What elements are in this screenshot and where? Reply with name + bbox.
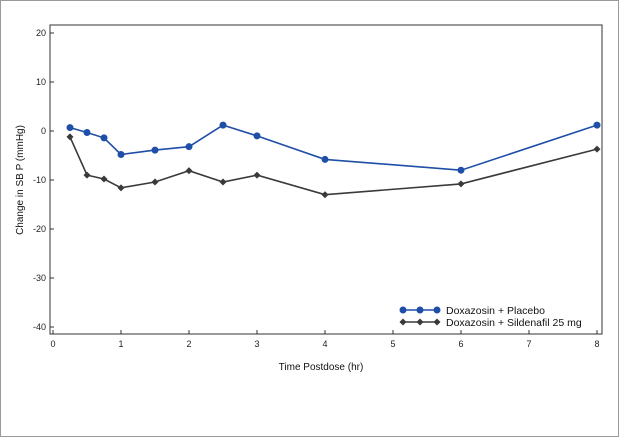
- x-axis-ticks: 0 1 2 3 4 5 6 7 8: [50, 330, 600, 349]
- y-tick-label: 10: [36, 77, 46, 87]
- x-tick-label: 4: [322, 339, 327, 349]
- legend-marker: [399, 318, 407, 326]
- data-point: [151, 146, 159, 154]
- x-tick-label: 1: [118, 339, 123, 349]
- data-point: [219, 121, 227, 129]
- data-point: [321, 155, 329, 163]
- plot-area: [49, 24, 603, 335]
- data-point: [253, 132, 261, 140]
- legend-marker: [399, 306, 407, 314]
- x-tick-label: 6: [458, 339, 463, 349]
- data-point: [117, 151, 125, 159]
- series-1: [66, 121, 601, 174]
- data-point: [185, 167, 193, 175]
- y-axis-label: Change in SB P (mmHg): [15, 125, 26, 235]
- y-tick-label: -30: [33, 273, 46, 283]
- data-point: [253, 171, 261, 179]
- legend-marker: [416, 306, 424, 314]
- y-axis-ticks: 20 10 0 -10 -20 -30 -40: [33, 28, 54, 332]
- data-point: [185, 143, 193, 151]
- legend-label: Doxazosin + Placebo: [446, 305, 545, 317]
- data-point: [100, 175, 108, 183]
- x-tick-label: 2: [186, 339, 191, 349]
- x-axis-label: Time Postdose (hr): [279, 362, 364, 373]
- legend-marker: [433, 306, 441, 314]
- legend-item: Doxazosin + Sildenafil 25 mg: [399, 317, 582, 329]
- series-2: [66, 133, 601, 199]
- data-point: [457, 180, 465, 188]
- legend-item: Doxazosin + Placebo: [399, 305, 545, 317]
- data-point: [151, 178, 159, 186]
- y-tick-label: -40: [33, 322, 46, 332]
- y-tick-label: 0: [41, 126, 46, 136]
- legend-marker: [416, 318, 424, 326]
- data-point: [593, 121, 601, 129]
- y-tick-label: -20: [33, 224, 46, 234]
- data-point: [321, 191, 329, 199]
- data-point: [66, 124, 74, 132]
- x-tick-label: 8: [594, 339, 599, 349]
- legend-label: Doxazosin + Sildenafil 25 mg: [446, 317, 582, 329]
- data-point: [83, 128, 91, 136]
- series-layer: [66, 121, 601, 199]
- y-tick-label: -10: [33, 175, 46, 185]
- x-tick-label: 0: [50, 339, 55, 349]
- y-tick-label: 20: [36, 28, 46, 38]
- legend-marker: [433, 318, 441, 326]
- x-tick-label: 5: [390, 339, 395, 349]
- data-point: [100, 134, 108, 142]
- data-point: [593, 145, 601, 153]
- data-point: [117, 184, 125, 192]
- data-point: [219, 178, 227, 186]
- data-point: [66, 133, 74, 141]
- x-tick-label: 3: [254, 339, 259, 349]
- data-point: [83, 171, 91, 179]
- data-point: [457, 166, 465, 174]
- x-tick-label: 7: [526, 339, 531, 349]
